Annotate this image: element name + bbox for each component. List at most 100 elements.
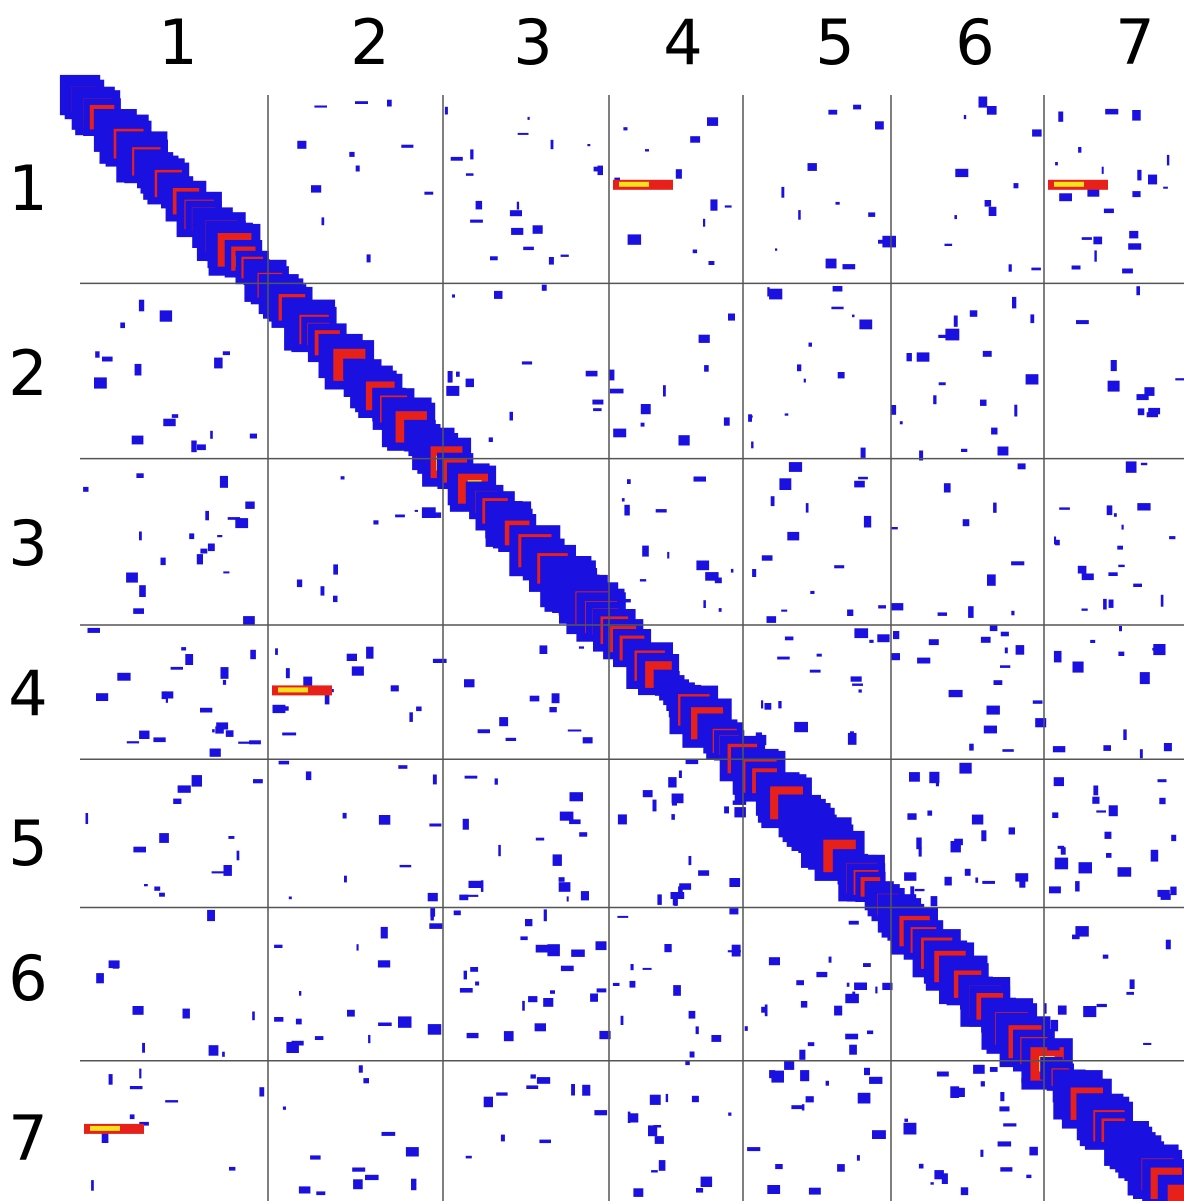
offdiag-contact — [1029, 1146, 1038, 1156]
offdiag-contact — [424, 191, 434, 195]
offdiag-contact — [134, 363, 142, 376]
offdiag-contact — [1053, 777, 1064, 787]
offdiag-contact — [1012, 296, 1017, 309]
offdiag-contact — [139, 585, 146, 597]
offdiag-contact — [652, 799, 657, 812]
offdiag-contact — [810, 590, 815, 594]
offdiag-contact — [982, 350, 992, 357]
offdiag-contact — [1128, 243, 1142, 250]
offdiag-contact — [368, 1034, 371, 1044]
offdiag-contact — [982, 880, 995, 884]
offdiag-contact — [930, 1182, 934, 1185]
offdiag-contact — [314, 105, 327, 108]
offdiag-contact — [571, 1084, 575, 1096]
offdiag-contact — [517, 132, 529, 135]
offdiag-contact — [1052, 812, 1059, 818]
offdiag-contact — [1166, 154, 1170, 166]
offdiag-contact — [138, 299, 145, 312]
offdiag-contact — [1078, 147, 1082, 153]
offdiag-contact — [303, 676, 313, 688]
y-tick-label: 2 — [8, 337, 47, 410]
offdiag-contact — [1081, 237, 1092, 240]
offdiag-contact — [941, 1173, 948, 1184]
offdiag-contact — [759, 734, 767, 746]
offdiag-contact — [207, 909, 215, 922]
offdiag-contact — [475, 200, 483, 210]
offdiag-contact — [582, 737, 593, 744]
x-tick-label: 5 — [815, 6, 854, 79]
offdiag-contact — [356, 944, 359, 951]
offdiag-contact — [710, 199, 718, 211]
offdiag-contact — [1143, 1042, 1152, 1045]
offdiag-contact — [373, 520, 379, 525]
offdiag-contact — [904, 1118, 908, 1122]
offdiag-contact — [623, 127, 628, 131]
offdiag-contact — [429, 823, 442, 827]
offdiag-contact — [867, 1030, 874, 1035]
offdiag-contact — [529, 695, 540, 702]
offdiag-contact — [131, 435, 144, 445]
offdiag-contact — [723, 417, 730, 426]
offdiag-contact — [430, 909, 434, 921]
offdiag-contact — [767, 1185, 781, 1194]
offdiag-contact — [509, 411, 513, 421]
offdiag-contact — [910, 886, 915, 898]
offdiag-contact — [971, 814, 984, 825]
offdiag-contact — [191, 775, 202, 787]
offdiag-contact — [534, 1023, 546, 1032]
offdiag-contact — [249, 433, 257, 439]
offdiag-contact — [953, 315, 958, 327]
offdiag-contact — [209, 748, 221, 757]
offdiag-contact — [532, 225, 543, 234]
offdiag-contact — [566, 896, 569, 902]
offdiag-contact — [968, 606, 974, 618]
offdiag-contact — [494, 290, 503, 299]
offdiag-contact — [552, 854, 562, 866]
offdiag-contact — [560, 965, 574, 972]
offdiag-contact — [593, 408, 602, 412]
offdiag-contact — [907, 813, 917, 820]
offdiag-contact — [919, 450, 924, 461]
offdiag-contact — [1150, 849, 1159, 862]
offdiag-contact — [235, 518, 249, 529]
offdiag-contact — [891, 653, 900, 661]
offdiag-contact — [191, 440, 197, 453]
offdiag-contact — [858, 689, 862, 693]
offdiag-contact — [399, 864, 412, 868]
offdiag-contact — [1140, 462, 1148, 466]
offdiag-contact — [170, 666, 183, 670]
offdiag-contact — [1122, 268, 1133, 274]
offdiag-contact — [1054, 536, 1057, 545]
offdiag-contact — [1157, 889, 1170, 897]
offdiag-contact — [891, 527, 898, 530]
hotspot-contact-high — [619, 181, 649, 187]
offdiag-contact — [1119, 626, 1122, 632]
offdiag-contact — [205, 510, 209, 521]
offdiag-contact — [207, 543, 215, 552]
offdiag-contact — [464, 679, 475, 688]
y-tick-label: 1 — [8, 152, 47, 225]
offdiag-contact — [496, 1092, 508, 1096]
offdiag-contact — [784, 636, 794, 641]
offdiag-contact — [918, 847, 922, 857]
offdiag-contact — [1093, 236, 1103, 245]
offdiag-contact — [320, 586, 325, 596]
offdiag-contact — [1132, 110, 1141, 121]
offdiag-contact — [882, 235, 896, 248]
diagonal-contact-mid — [1167, 1184, 1184, 1201]
offdiag-contact — [314, 1036, 324, 1040]
offdiag-contact — [163, 418, 176, 427]
offdiag-contact — [351, 666, 364, 676]
offdiag-contact — [1072, 661, 1084, 673]
offdiag-contact — [358, 1065, 363, 1073]
offdiag-contact — [365, 1174, 379, 1181]
offdiag-contact — [295, 1018, 302, 1025]
offdiag-contact — [456, 371, 460, 377]
offdiag-contact — [223, 571, 230, 574]
offdiag-contact — [828, 109, 838, 115]
offdiag-contact — [200, 548, 208, 554]
offdiag-contact — [1160, 894, 1171, 900]
offdiag-contact — [797, 364, 802, 372]
offdiag-contact — [1000, 1167, 1013, 1172]
offdiag-contact — [950, 841, 961, 853]
